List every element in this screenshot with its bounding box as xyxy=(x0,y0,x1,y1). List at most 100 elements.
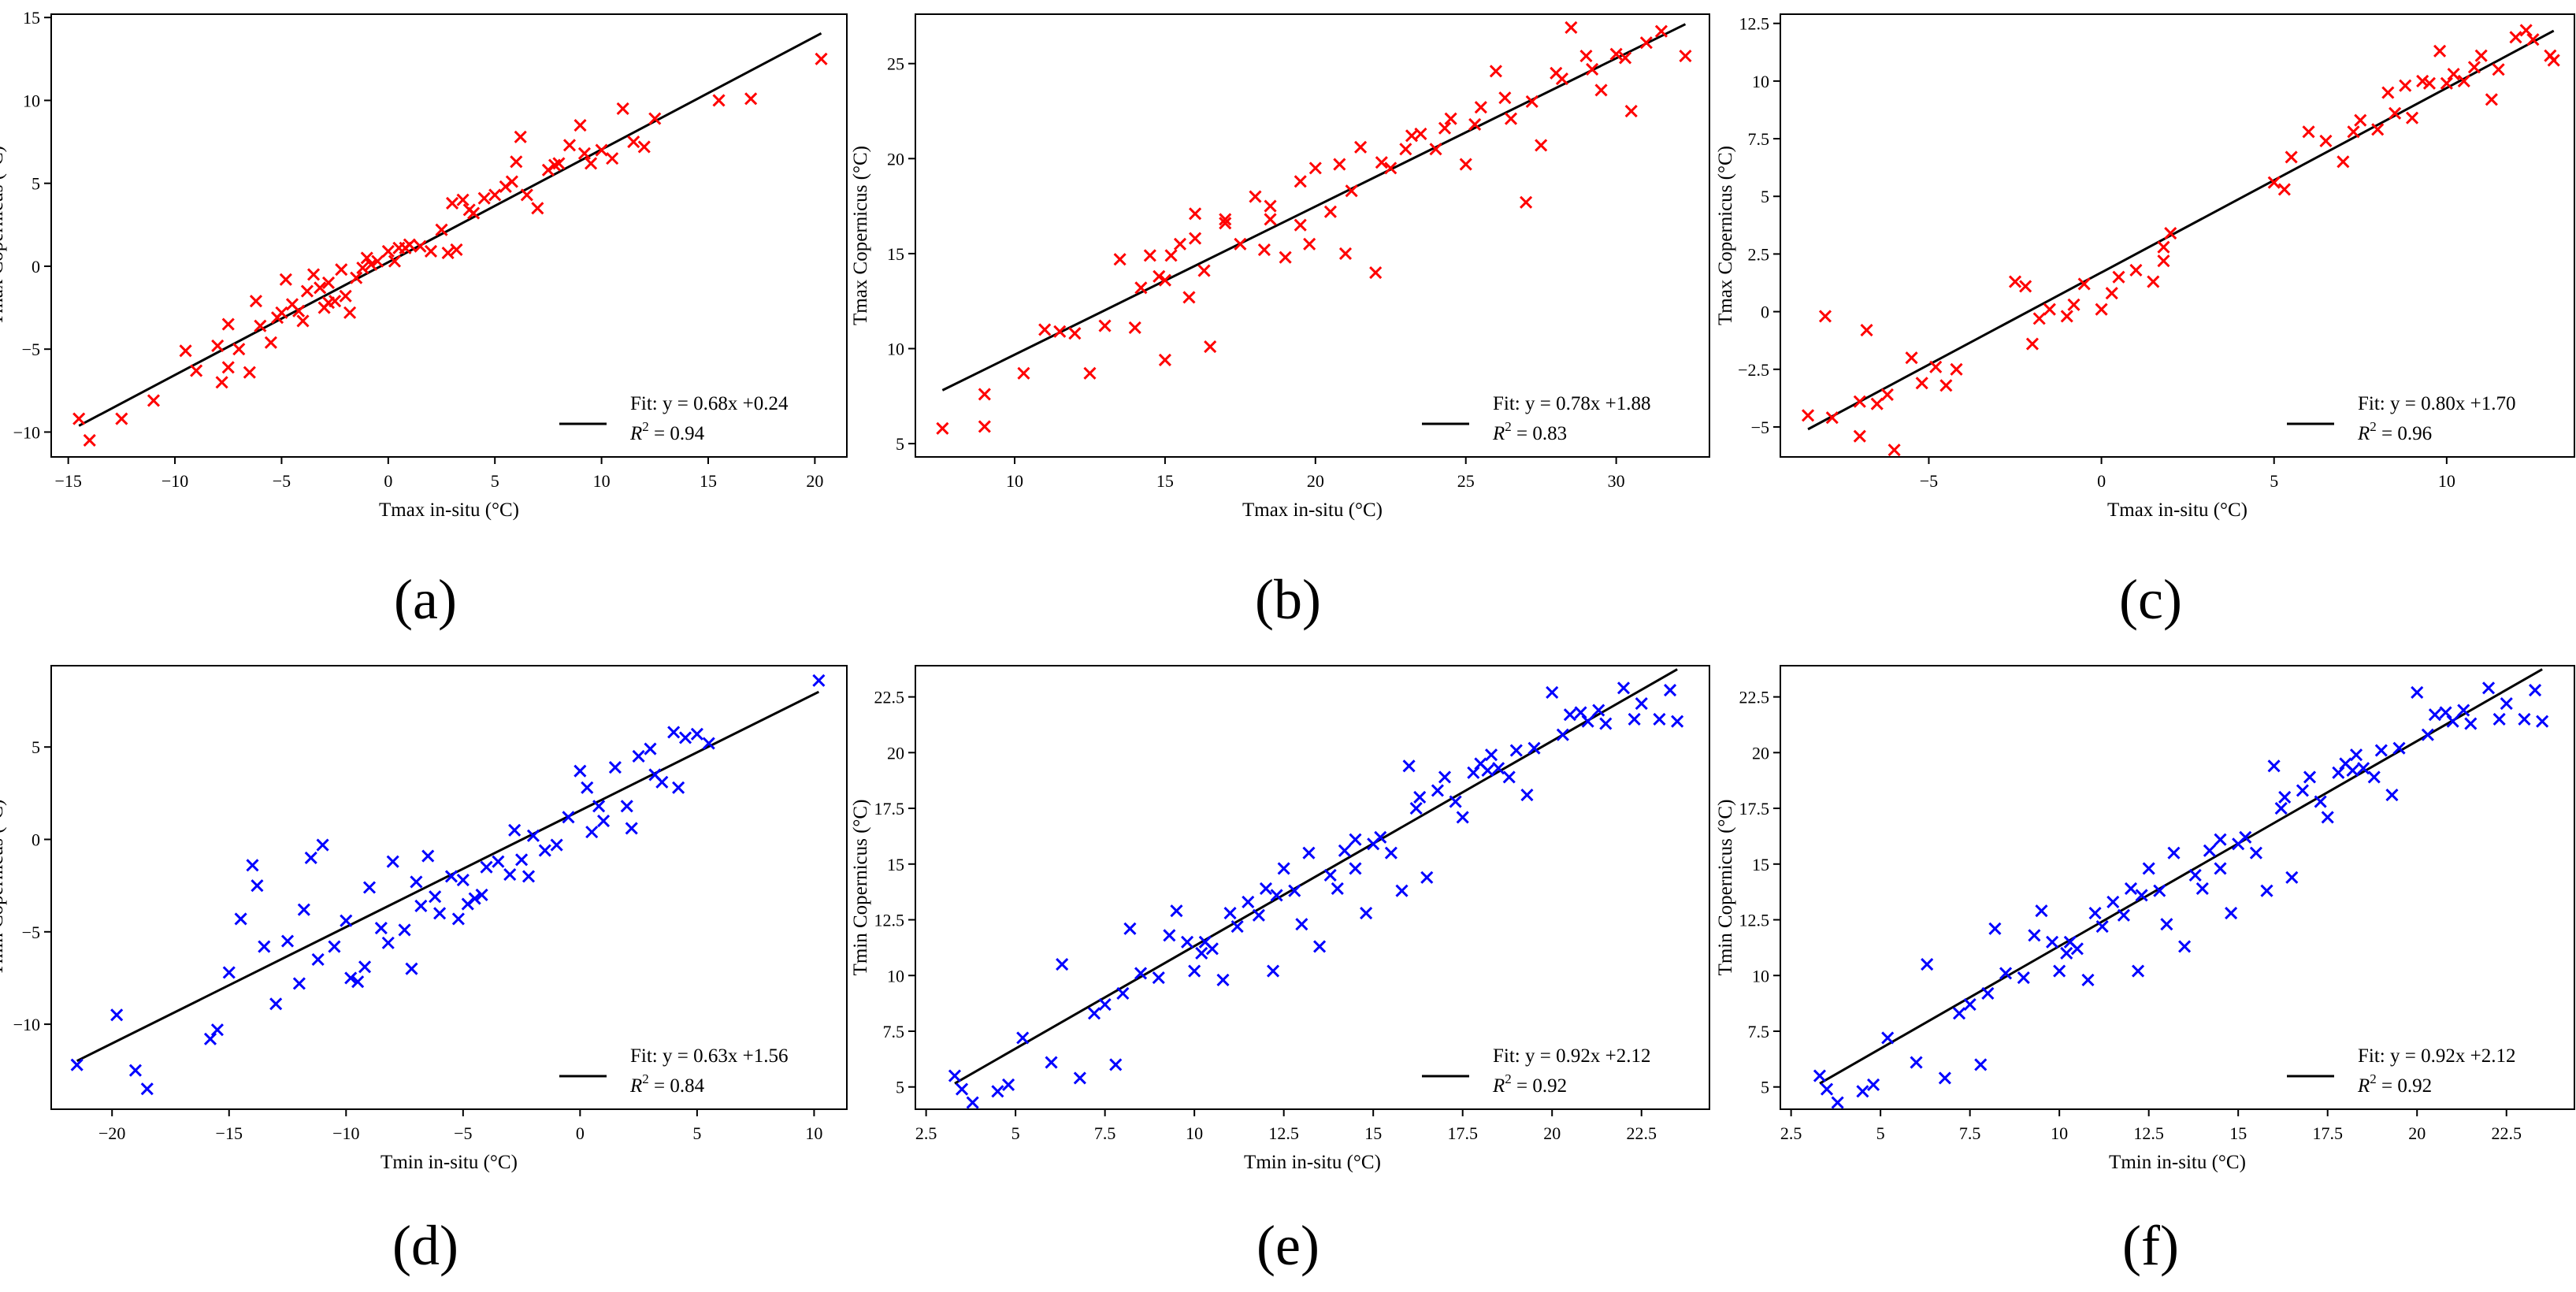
data-point xyxy=(304,851,317,865)
legend: Fit: y = 0.92x +2.12 R2 = 0.92 xyxy=(2287,1045,2515,1097)
data-point xyxy=(2178,940,2192,953)
data-point xyxy=(344,971,358,985)
y-tick-label: 10 xyxy=(887,340,904,359)
legend-fit-label: Fit: y = 0.78x +1.88 xyxy=(1493,393,1650,414)
data-point xyxy=(1294,175,1307,188)
data-point xyxy=(2421,728,2434,741)
data-point xyxy=(258,940,271,953)
x-axis-label: Tmin in-situ (°C) xyxy=(380,1152,518,1173)
r2-symbol: R xyxy=(2357,423,2370,444)
data-point xyxy=(1870,397,1884,410)
data-point xyxy=(1653,712,1666,726)
r2-symbol: R xyxy=(1492,423,1505,444)
data-point xyxy=(1520,195,1533,209)
fit-line xyxy=(76,690,820,1062)
data-point xyxy=(1257,243,1271,257)
scatter-plot-1: −15 −10 −5 0 5 10 15 20 −10 −5 0 5 10 15 Tmax in-situ … xyxy=(0,8,848,521)
data-point xyxy=(1481,763,1494,778)
data-point xyxy=(2519,24,2533,37)
data-point xyxy=(1801,409,1815,422)
data-point xyxy=(1628,712,1641,726)
data-point xyxy=(625,822,638,835)
data-point xyxy=(280,934,295,948)
data-point xyxy=(1853,429,1866,443)
data-point xyxy=(203,1032,217,1045)
data-point xyxy=(1988,922,2002,935)
legend-fit-label: Fit: y = 0.68x +0.24 xyxy=(630,393,789,414)
data-point xyxy=(2063,935,2077,949)
x-tick-label: 10 xyxy=(1186,1123,1203,1143)
legend-fit-label: Fit: y = 0.80x +1.70 xyxy=(2358,393,2515,414)
data-point xyxy=(1679,50,1692,63)
data-point xyxy=(1950,362,1963,376)
data-point xyxy=(1195,946,1208,960)
data-point xyxy=(2416,74,2429,87)
data-point xyxy=(2157,240,2170,254)
x-tick-label: 15 xyxy=(1156,471,1174,491)
r2-symbol: R xyxy=(1492,1075,1505,1097)
r2-value: = 0.92 xyxy=(2377,1075,2432,1097)
data-point xyxy=(251,879,264,893)
x-tick-label: 7.5 xyxy=(1959,1123,1981,1143)
fit-line xyxy=(1807,29,2555,431)
x-tick-label: 0 xyxy=(2097,471,2106,491)
data-point xyxy=(1413,790,1427,804)
data-point xyxy=(222,966,236,979)
data-point xyxy=(1038,323,1052,336)
data-point xyxy=(978,388,991,401)
data-point xyxy=(648,112,662,125)
data-point xyxy=(335,263,348,277)
r2-symbol: R xyxy=(629,423,642,444)
x-tick-label: 17.5 xyxy=(1447,1123,1478,1143)
x-tick-label: 15 xyxy=(2229,1123,2247,1143)
data-point xyxy=(562,811,575,824)
data-point xyxy=(2267,759,2281,773)
data-point xyxy=(632,749,645,763)
data-point xyxy=(1189,207,1202,221)
data-point xyxy=(2547,54,2560,67)
data-point xyxy=(1198,935,1212,949)
data-point xyxy=(1354,140,1368,154)
data-point xyxy=(1609,47,1623,61)
data-point xyxy=(1216,973,1230,986)
data-point xyxy=(2167,846,2181,859)
data-point xyxy=(1158,353,1171,367)
x-tick-label: 20 xyxy=(1543,1123,1561,1143)
data-point xyxy=(2249,846,2262,859)
x-tick-label: 30 xyxy=(1608,471,1625,491)
x-tick-label: 5 xyxy=(1011,1123,1020,1143)
data-point xyxy=(246,859,259,872)
data-point xyxy=(608,760,622,774)
data-point xyxy=(562,139,577,152)
y-tick-label: 5 xyxy=(896,1078,904,1097)
legend-fit-label: Fit: y = 0.92x +2.12 xyxy=(2358,1045,2515,1067)
data-point xyxy=(1910,1056,1923,1069)
y-tick-label: 10 xyxy=(23,91,40,110)
caption-d: (d) xyxy=(392,1214,458,1277)
data-point xyxy=(2303,770,2317,784)
data-point xyxy=(2474,49,2488,62)
data-point xyxy=(2381,86,2395,99)
data-point xyxy=(110,1008,124,1022)
data-point xyxy=(1056,958,1069,971)
data-point xyxy=(128,1064,143,1077)
data-point xyxy=(2129,263,2143,277)
x-tick-label: 15 xyxy=(1364,1123,1382,1143)
data-point xyxy=(1252,908,1265,922)
data-point xyxy=(399,241,412,254)
data-point xyxy=(388,254,402,268)
data-point xyxy=(1303,237,1316,251)
data-point xyxy=(1866,1078,1880,1091)
data-point xyxy=(2267,176,2281,189)
data-point xyxy=(948,1069,962,1082)
x-tick-label: −10 xyxy=(161,471,188,491)
data-point xyxy=(2285,871,2299,884)
data-point xyxy=(1001,1078,1015,1091)
data-point xyxy=(210,1023,224,1037)
x-tick-label: 10 xyxy=(2051,1123,2068,1143)
data-point xyxy=(300,284,314,298)
data-point xyxy=(2389,106,2402,120)
y-tick-label: 0 xyxy=(32,257,40,277)
data-point xyxy=(1431,784,1444,797)
data-point xyxy=(1502,770,1516,784)
